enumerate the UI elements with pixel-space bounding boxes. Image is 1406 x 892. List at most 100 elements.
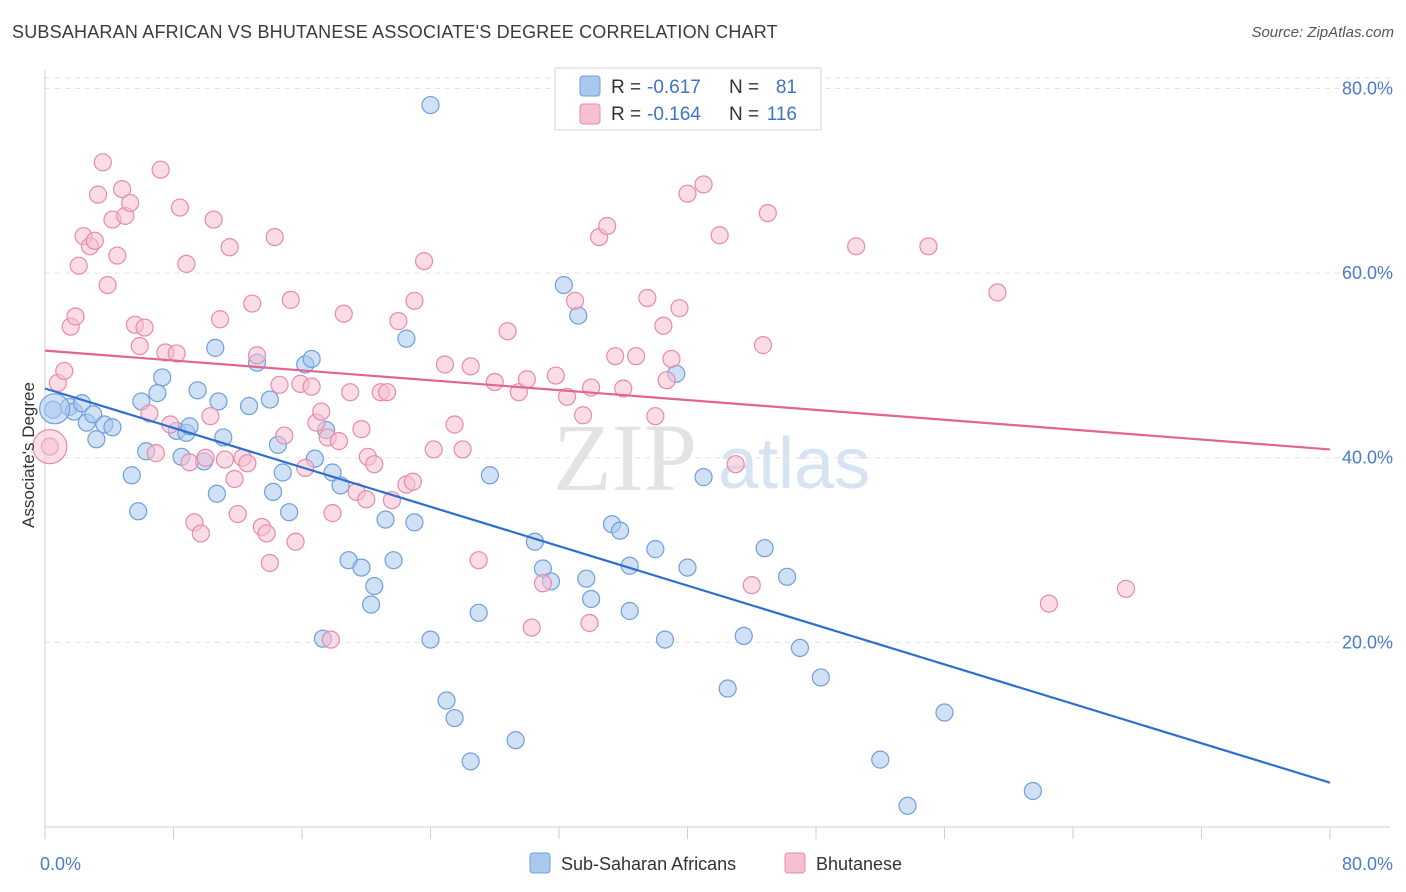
trend-lines bbox=[44, 349, 1331, 784]
blue-point-43 bbox=[445, 708, 464, 728]
blue-point-36 bbox=[365, 576, 384, 596]
pink-point-98 bbox=[678, 184, 697, 203]
blue-point-62 bbox=[694, 468, 713, 487]
pink-point-62 bbox=[352, 420, 371, 439]
pink-point-91 bbox=[614, 379, 633, 398]
blue-point-46 bbox=[480, 466, 500, 485]
blue-point-40 bbox=[405, 513, 424, 532]
y-tick-label-3: 80.0% bbox=[1342, 78, 1393, 98]
blue-point-64 bbox=[734, 626, 753, 646]
blue-point-38 bbox=[384, 551, 403, 570]
pink-point-8 bbox=[85, 231, 104, 250]
pink-point-101 bbox=[726, 455, 745, 474]
blue-point-56 bbox=[610, 521, 630, 540]
pink-point-25 bbox=[167, 344, 186, 363]
blue-point-32 bbox=[323, 463, 342, 482]
blue-point-cluster bbox=[39, 393, 71, 425]
blue-point-78 bbox=[263, 482, 283, 501]
pink-point-44 bbox=[257, 524, 276, 543]
blue-point-72 bbox=[421, 95, 440, 115]
blue-point-66 bbox=[790, 638, 810, 658]
pink-point-71 bbox=[414, 251, 434, 271]
pink-point-72 bbox=[424, 440, 443, 459]
pink-point-109 bbox=[847, 237, 866, 256]
blue-point-80 bbox=[755, 539, 774, 558]
pink-point-31 bbox=[196, 448, 215, 467]
blue-point-13 bbox=[148, 384, 167, 403]
pink-point-96 bbox=[662, 349, 681, 369]
pink-point-97 bbox=[670, 299, 689, 318]
pink-point-86 bbox=[573, 406, 593, 425]
pink-point-11 bbox=[98, 275, 117, 295]
series-legend: Sub-Saharan Africans Bhutanese bbox=[529, 852, 902, 874]
pink-point-20 bbox=[140, 404, 159, 423]
blue-point-53 bbox=[577, 569, 596, 588]
pink-point-38 bbox=[228, 504, 247, 524]
blue-point-65 bbox=[777, 567, 797, 586]
pink-point-99 bbox=[694, 175, 713, 194]
grid-lines bbox=[45, 77, 1390, 643]
pink-point-106 bbox=[1039, 594, 1059, 613]
blue-point-74 bbox=[280, 503, 299, 522]
pink-point-94 bbox=[646, 407, 665, 426]
pink-point-45 bbox=[260, 553, 279, 573]
pink-point-68 bbox=[389, 312, 408, 331]
pink-point-113 bbox=[522, 618, 541, 637]
blue-point-76 bbox=[129, 502, 148, 521]
legend-blue-n-value: 81 bbox=[776, 77, 797, 98]
pink-point-27 bbox=[177, 254, 196, 273]
blue-point-27 bbox=[273, 463, 292, 482]
blue-point-69 bbox=[898, 796, 917, 815]
pink-point-95 bbox=[654, 316, 673, 335]
pink-point-9 bbox=[88, 185, 108, 204]
blue-point-44 bbox=[461, 752, 480, 771]
pink-point-73 bbox=[435, 355, 455, 374]
pink-point-108 bbox=[753, 336, 773, 355]
source-label: Source: ZipAtlas.com bbox=[1251, 24, 1394, 41]
pink-point-33 bbox=[204, 210, 223, 229]
pink-point-74 bbox=[445, 415, 464, 434]
blue-point-47 bbox=[506, 731, 525, 750]
pink-point-30 bbox=[191, 524, 210, 543]
pink-point-13 bbox=[108, 246, 127, 265]
pink-point-102 bbox=[742, 576, 761, 595]
y-tick-label-0: 20.0% bbox=[1342, 632, 1393, 652]
y-axis-label: Associate's Degree bbox=[19, 382, 38, 528]
pink-point-107 bbox=[1116, 579, 1136, 598]
blue-point-68 bbox=[871, 750, 890, 769]
pink-point-90 bbox=[606, 347, 625, 366]
pink-point-55 bbox=[312, 402, 331, 421]
x-tick-label-0: 0.0% bbox=[40, 854, 81, 874]
blue-point-52 bbox=[569, 306, 588, 325]
y-tick-label-2: 60.0% bbox=[1342, 263, 1393, 283]
pink-point-2 bbox=[55, 361, 74, 381]
pink-point-5 bbox=[69, 256, 88, 275]
blue-point-63 bbox=[718, 679, 737, 698]
blue-point-41 bbox=[421, 630, 440, 649]
pink-point-cluster bbox=[32, 429, 68, 465]
pink-point-57 bbox=[323, 504, 342, 523]
blue-trend-line bbox=[44, 387, 1331, 784]
pink-point-92 bbox=[626, 347, 646, 366]
pink-point-4 bbox=[66, 307, 85, 326]
blue-point-77 bbox=[207, 484, 226, 503]
blue-point-67 bbox=[811, 668, 830, 687]
pink-point-104 bbox=[919, 237, 938, 256]
pink-point-60 bbox=[341, 383, 360, 402]
pink-point-50 bbox=[286, 532, 305, 551]
correlation-legend: R = -0.617 N = 81 R = -0.164 N = 116 bbox=[554, 67, 822, 131]
pink-point-78 bbox=[485, 372, 504, 392]
pink-point-18 bbox=[130, 336, 149, 356]
blue-point-45 bbox=[469, 603, 488, 622]
legend-blue-n-label: N = bbox=[729, 77, 759, 98]
pink-point-42 bbox=[247, 346, 267, 365]
pink-point-110 bbox=[657, 371, 676, 390]
series-sub-saharan-points bbox=[39, 95, 1042, 815]
chart-title: SUBSAHARAN AFRICAN VS BHUTANESE ASSOCIAT… bbox=[12, 22, 778, 42]
blue-point-10 bbox=[153, 368, 172, 387]
pink-point-111 bbox=[580, 613, 599, 633]
pink-point-103 bbox=[758, 203, 777, 223]
blue-point-54 bbox=[582, 589, 601, 609]
pink-point-105 bbox=[988, 283, 1007, 302]
blue-point-21 bbox=[209, 392, 228, 411]
